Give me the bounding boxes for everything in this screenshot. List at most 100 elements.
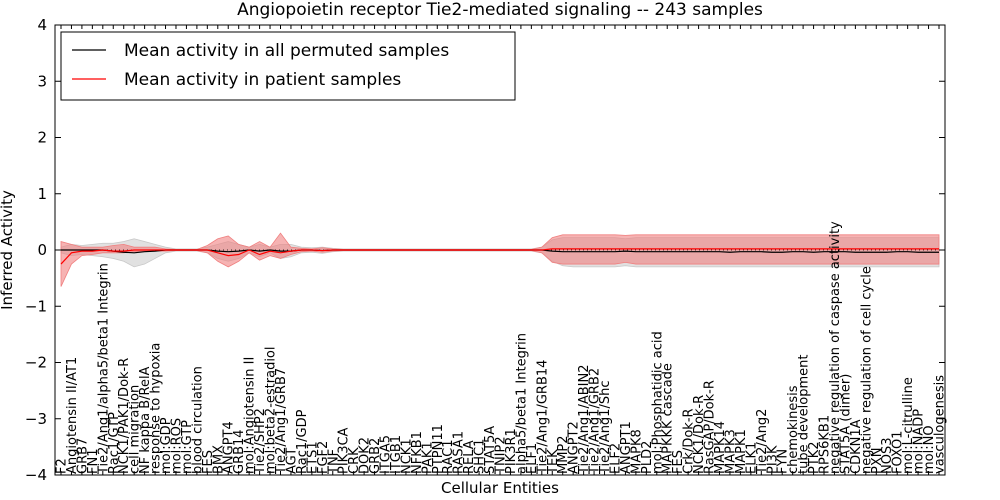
x-tick-label: mol:L-citrulline bbox=[901, 377, 916, 474]
x-tick-label: mol:NADP bbox=[912, 409, 927, 474]
x-tick-label: PIK3R1 bbox=[504, 428, 519, 474]
x-tick-label: TNF bbox=[326, 449, 341, 475]
x-tick-label: Tie2/Ang1/GRB14 bbox=[535, 360, 550, 475]
legend: Mean activity in all permuted samples Me… bbox=[60, 31, 516, 101]
x-tick-label: mol:NO bbox=[922, 425, 937, 474]
x-tick-label: chemokinesis bbox=[786, 385, 801, 474]
legend-label-patient: Mean activity in patient samples bbox=[124, 70, 401, 90]
x-tick-label: Tie2/Ang1/GRB7 bbox=[274, 368, 289, 475]
x-tick-label: ELK1 bbox=[744, 442, 759, 474]
x-tick-label: Rac1/GTP bbox=[107, 412, 122, 474]
x-tick-label: STAT5A (dimer) bbox=[838, 374, 853, 474]
x-tick-label: PXN bbox=[870, 448, 885, 474]
x-tick-label: CDKN1A bbox=[849, 419, 864, 474]
plot-area bbox=[55, 232, 945, 287]
x-tick-label: BMX bbox=[211, 445, 226, 474]
x-tick-label: vasculogenesis bbox=[933, 375, 948, 474]
x-tick-label: NFKB1 bbox=[410, 431, 425, 474]
x-tick-label: FGF2 bbox=[316, 441, 331, 474]
x-tick-label: DOK2 bbox=[358, 437, 373, 474]
patient-mean-line bbox=[60, 248, 939, 265]
y-axis-label: Inferred Activity bbox=[0, 190, 16, 310]
y-tick-label: 4 bbox=[37, 16, 47, 34]
x-tick-label: Tie2/Ang1/ABIN2 bbox=[577, 365, 592, 475]
x-tick-label: CRK bbox=[347, 447, 362, 474]
x-tick-label: PTK2 bbox=[807, 441, 822, 474]
x-tick-label: alpha5/beta1 Integrin bbox=[514, 333, 529, 474]
x-tick-label: negative regulation of cell cycle bbox=[859, 266, 874, 474]
x-tick-label: AGT bbox=[284, 448, 299, 474]
x-tick-label: Tie2/Ang1/Shc bbox=[598, 381, 613, 475]
x-tick-label: ELF1 bbox=[525, 443, 540, 474]
x-tick-label: mol:ROS bbox=[169, 418, 184, 474]
x-tick-label: MAPK14 bbox=[713, 421, 728, 474]
x-tick-label: STAT5A bbox=[483, 426, 498, 474]
x-tick-label: negative regulation of caspase activity bbox=[828, 221, 843, 474]
x-tick-label: Rac1/GDP bbox=[295, 409, 310, 474]
y-tick-label: −2 bbox=[25, 354, 47, 372]
x-tick-label: Tie2/Ang1/GRB2 bbox=[588, 368, 603, 475]
x-tick-label: RELA bbox=[462, 440, 477, 474]
x-tick-label: MAPKKK cascade bbox=[661, 363, 676, 474]
x-tick-label: GRB7 bbox=[75, 438, 90, 474]
x-tick-label: GRB2 bbox=[368, 438, 383, 474]
x-tick-label: FN1 bbox=[86, 449, 101, 474]
x-tick-label: NCK1/PAK1/Dok-R bbox=[117, 358, 132, 474]
x-tick-label: NF kappa B/RelA bbox=[138, 366, 153, 474]
legend-label-permuted: Mean activity in all permuted samples bbox=[124, 41, 449, 61]
x-tick-label: F2 bbox=[55, 458, 70, 474]
x-tick-label: ANGPT4 bbox=[222, 421, 237, 474]
x-tick-label: PIK3CA bbox=[337, 427, 352, 474]
y-tick-label: 2 bbox=[37, 129, 47, 147]
x-axis-label: Cellular Entities bbox=[441, 479, 559, 497]
x-tick-label: ANGPT2 bbox=[567, 421, 582, 474]
x-tick-label: PAK1 bbox=[420, 441, 435, 474]
x-tick-label: mol:Angiotensin II bbox=[243, 357, 258, 474]
x-tick-label: FOXO1 bbox=[891, 431, 906, 474]
x-tick-label: RASA1 bbox=[452, 431, 467, 474]
x-tick-label: blood circulation bbox=[190, 366, 205, 474]
y-tick-label: 0 bbox=[37, 241, 47, 259]
x-tick-label: Crk/Dok-R bbox=[682, 408, 697, 474]
x-tick-label: PLD2 bbox=[640, 441, 655, 474]
x-tick-label: FES bbox=[671, 450, 686, 474]
x-tick-label: PTPN11 bbox=[431, 424, 446, 474]
x-tick-label: NCK1/Dok-R bbox=[692, 395, 707, 474]
y-tick-label: 3 bbox=[37, 72, 47, 90]
x-tick-label: Tie2/Ang1/alpha5/beta1 Integrin bbox=[96, 263, 111, 475]
chart-title: Angiopoietin receptor Tie2-mediated sign… bbox=[237, 0, 763, 20]
legend-frame bbox=[60, 31, 516, 101]
x-tick-label: mol:beta2-estradiol bbox=[264, 347, 279, 475]
x-tick-label: TNIP2 bbox=[494, 436, 509, 475]
x-tick-label: mol:GDP bbox=[159, 417, 174, 474]
x-tick-label: RAC1 bbox=[441, 439, 456, 474]
x-tick-label: cell migration bbox=[128, 385, 143, 474]
x-tick-label: GRB14 bbox=[232, 429, 247, 474]
x-tick-label: RPS6KB1 bbox=[818, 415, 833, 474]
x-tick-label: Angiotensin II/AT1 bbox=[65, 357, 80, 474]
x-tick-label: SHC1 bbox=[473, 439, 488, 474]
x-tick-label: RasGAP/Dok-R bbox=[703, 380, 718, 474]
y-tick-label: −1 bbox=[25, 297, 47, 315]
x-tick-label: MAPK3 bbox=[723, 429, 738, 474]
x-tick-label: FYN bbox=[776, 449, 791, 474]
x-tick-label: tube development bbox=[797, 355, 812, 474]
x-tick-label: NCK1 bbox=[399, 438, 414, 474]
x-tick-label: mol:Phosphatidic acid bbox=[650, 331, 665, 474]
y-tick-label: −4 bbox=[25, 466, 47, 484]
x-tick-label: NOS3 bbox=[880, 438, 895, 474]
x-tick-label: mol:GTP bbox=[180, 420, 195, 474]
x-tick-label: TEK bbox=[546, 449, 561, 475]
x-tick-label: ELF2 bbox=[608, 443, 623, 474]
x-tick-label: FES bbox=[201, 450, 216, 474]
x-tick-label: Tie2/SHP2 bbox=[253, 408, 268, 475]
x-tick-label: ITGB1 bbox=[389, 435, 404, 474]
x-tick-label: PI3K bbox=[765, 445, 780, 474]
y-axis: 4 3 2 1 0 −1 −2 −3 −4 bbox=[25, 16, 945, 484]
x-tick-label: response to hypoxia bbox=[149, 343, 164, 474]
x-tick-label: ETS1 bbox=[305, 441, 320, 474]
x-tick-label: MMP2 bbox=[556, 435, 571, 474]
x-tick-label: MAPK8 bbox=[629, 429, 644, 474]
